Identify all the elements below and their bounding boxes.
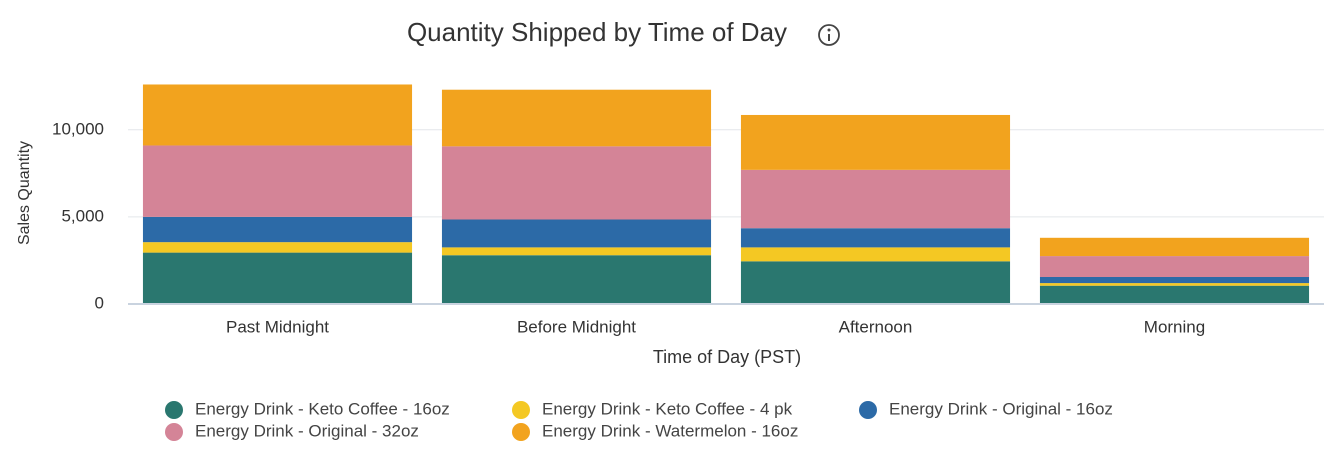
legend-marker[interactable] [165, 423, 183, 441]
bar-segment [142, 252, 413, 304]
x-tick-label: Past Midnight [226, 317, 329, 336]
bar-segment [441, 255, 712, 304]
y-tick-label: 5,000 [61, 206, 104, 225]
bar-segment [142, 242, 413, 253]
legend-marker[interactable] [165, 401, 183, 419]
y-axis-label: Sales Quantity [16, 141, 33, 245]
info-icon[interactable] [818, 24, 840, 46]
x-axis-label: Time of Day (PST) [653, 347, 801, 367]
legend-marker[interactable] [512, 423, 530, 441]
legend-marker[interactable] [512, 401, 530, 419]
bar-segment [441, 219, 712, 248]
chart-title: Quantity Shipped by Time of Day [407, 17, 787, 47]
bar-segment [441, 146, 712, 220]
legend-label[interactable]: Energy Drink - Keto Coffee - 4 pk [542, 399, 793, 418]
legend-label[interactable]: Energy Drink - Original - 16oz [889, 399, 1113, 418]
bar-segment [1039, 237, 1310, 257]
bar-segment [142, 145, 413, 217]
legend-marker[interactable] [859, 401, 877, 419]
bar-segment [740, 247, 1011, 262]
bar-segment [1039, 285, 1310, 304]
bar-segment [740, 228, 1011, 248]
bar-segment [740, 261, 1011, 304]
x-tick-label: Morning [1144, 317, 1205, 336]
bar-segment [740, 114, 1011, 170]
y-tick-label: 0 [95, 293, 104, 312]
bar-segment [441, 89, 712, 147]
bar-segment [142, 216, 413, 243]
bar-segment [441, 247, 712, 256]
legend-label[interactable]: Energy Drink - Keto Coffee - 16oz [195, 399, 450, 418]
bar-segment [1039, 283, 1310, 286]
bar-segment [142, 84, 413, 146]
x-tick-label: Afternoon [839, 317, 913, 336]
y-tick-label: 10,000 [52, 119, 104, 138]
bar-segment [1039, 276, 1310, 284]
x-tick-label: Before Midnight [517, 317, 636, 336]
bar-segment [740, 169, 1011, 229]
bar-segment [1039, 256, 1310, 277]
legend-label[interactable]: Energy Drink - Watermelon - 16oz [542, 421, 798, 440]
legend-label[interactable]: Energy Drink - Original - 32oz [195, 421, 419, 440]
